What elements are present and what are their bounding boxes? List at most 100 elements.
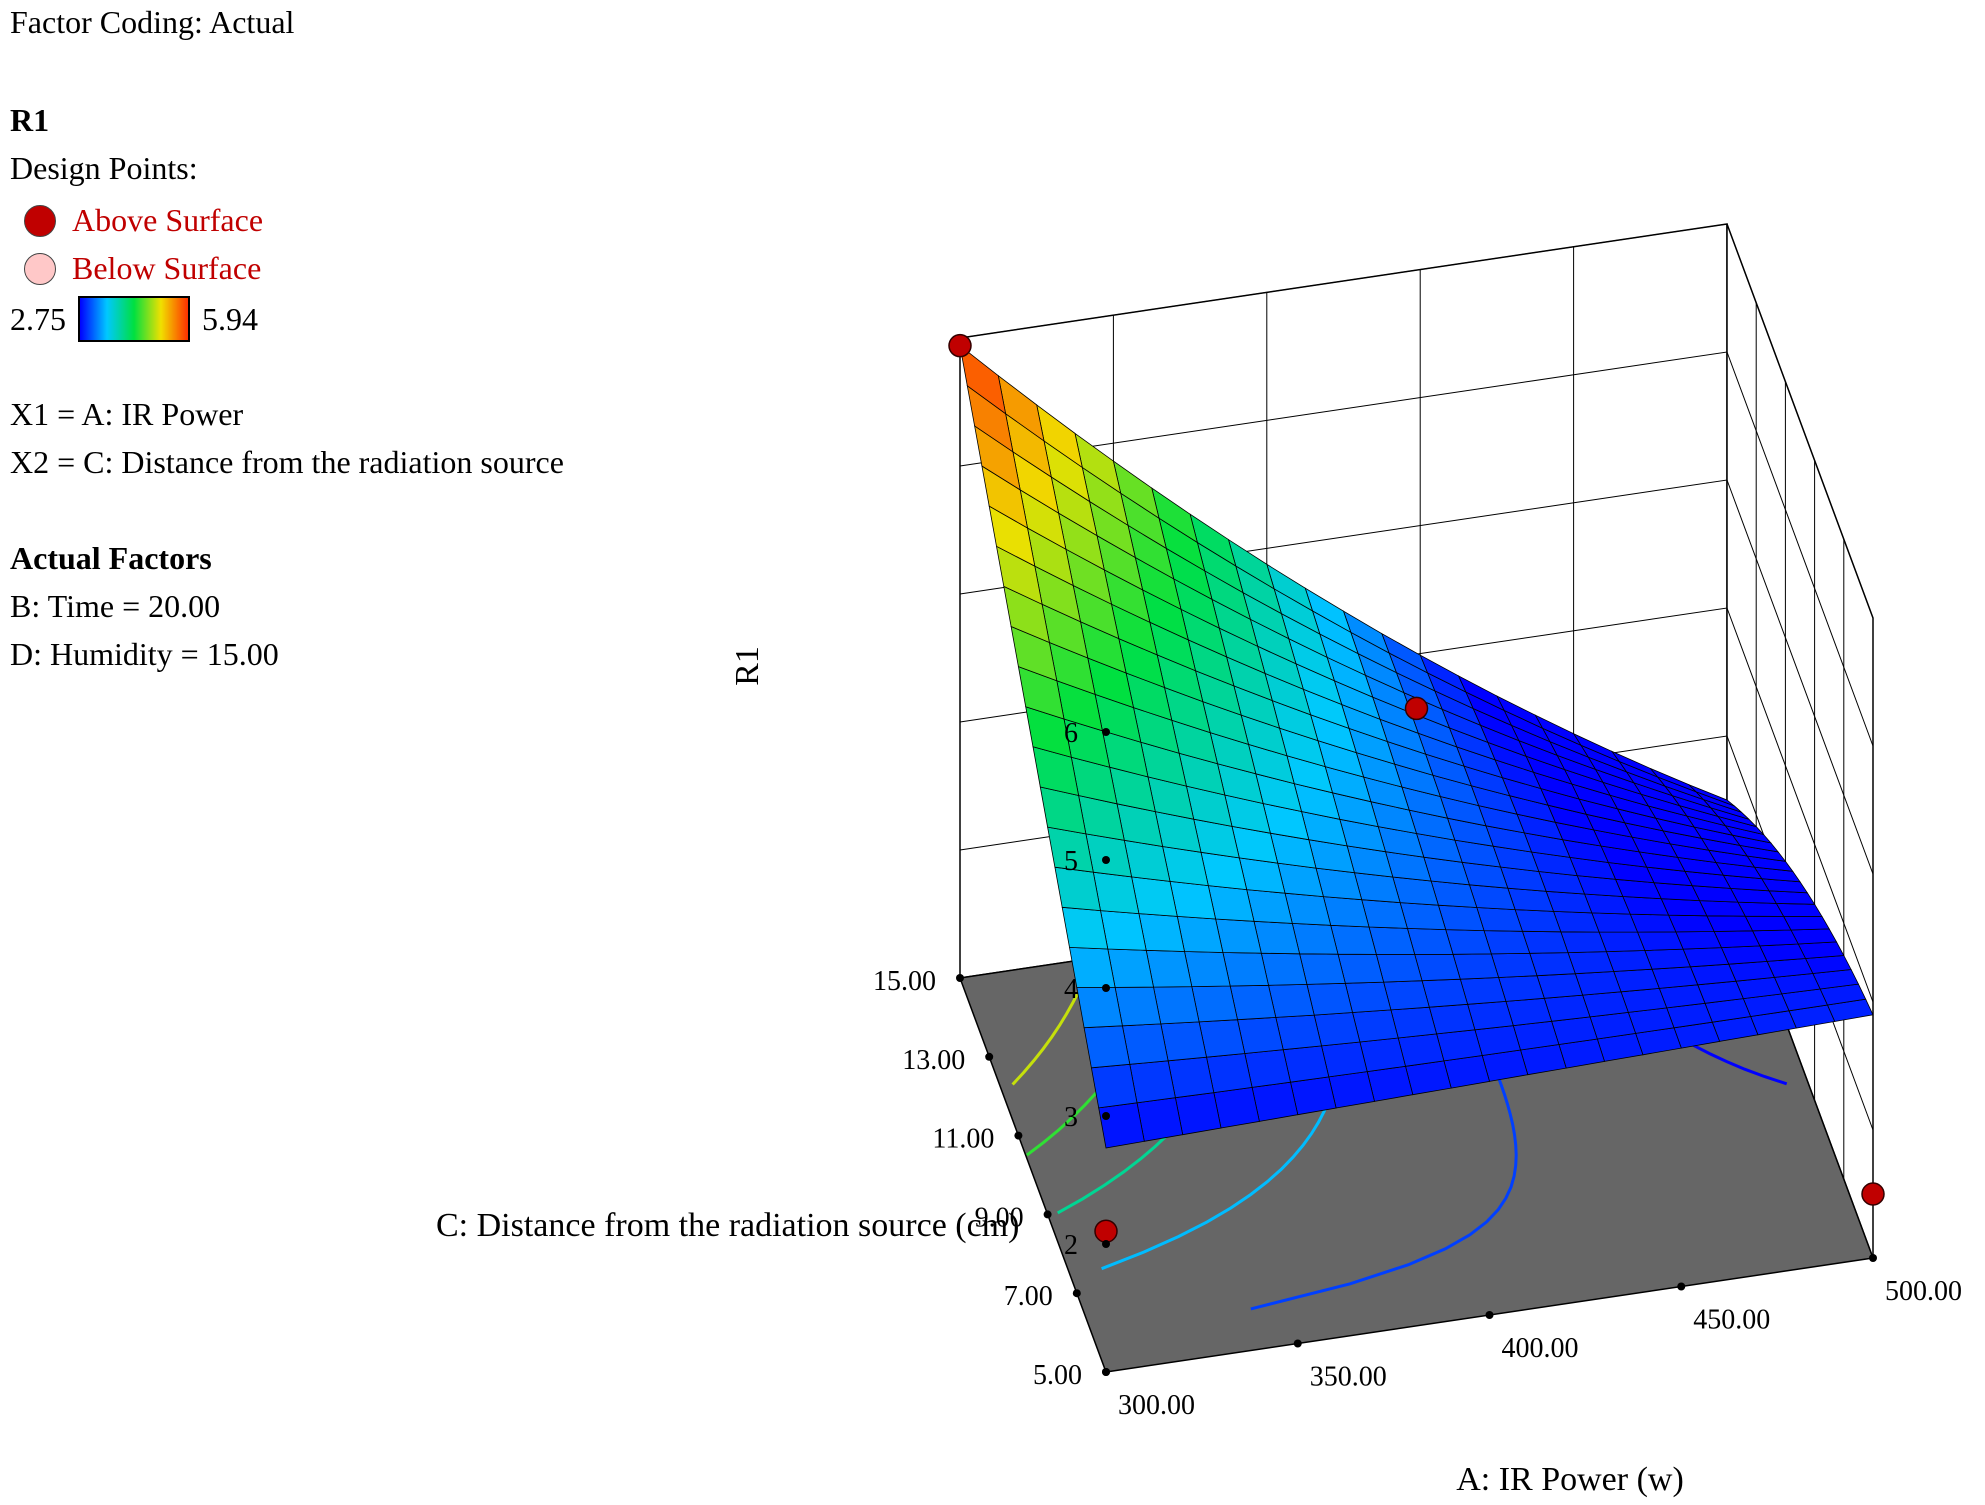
surface-cell xyxy=(1076,986,1123,1029)
surface-cell xyxy=(1351,1009,1399,1043)
surface-cell xyxy=(1675,931,1723,950)
surface-cell xyxy=(1591,912,1639,933)
response-surface xyxy=(959,344,1874,1149)
surface-cell xyxy=(1222,952,1269,987)
x-axis-label: A: IR Power (w) xyxy=(1456,1461,1684,1498)
surface-cell xyxy=(1090,1063,1138,1109)
z-axis-label: R1 xyxy=(729,646,766,686)
z-tick-mark xyxy=(1102,856,1110,864)
surface-cell xyxy=(1321,1041,1368,1078)
surface-cell xyxy=(1366,1065,1414,1102)
surface-cell xyxy=(1390,1006,1438,1039)
y-tick-mark xyxy=(985,1052,994,1061)
surface-cell xyxy=(1498,975,1545,1002)
surface-cell xyxy=(1775,902,1823,917)
surface-cell xyxy=(1107,948,1154,988)
surface-cell xyxy=(1567,951,1615,975)
surface-cell xyxy=(1667,914,1715,933)
surface-cell xyxy=(1191,985,1238,1023)
color-scale-min: 2.75 xyxy=(10,300,66,337)
z-tick-mark xyxy=(1102,984,1110,992)
factor-coding-label: Factor Coding: Actual xyxy=(10,4,295,40)
z-tick-mark xyxy=(1102,728,1110,736)
surface-cell xyxy=(1445,929,1492,955)
surface-cell xyxy=(1529,952,1576,977)
surface-cell xyxy=(1061,906,1109,950)
x-tick-label: 350.00 xyxy=(1310,1362,1387,1393)
surface-cell xyxy=(1552,910,1600,933)
color-scale-bar xyxy=(78,296,190,342)
y-tick-label: 15.00 xyxy=(873,966,936,997)
surface-cell xyxy=(1421,978,1469,1008)
design-point-1 xyxy=(1861,1182,1885,1206)
x-tick-label: 400.00 xyxy=(1502,1333,1579,1364)
y-tick-label: 11.00 xyxy=(932,1124,994,1155)
surface-cell xyxy=(1129,1060,1176,1104)
design-point-2 xyxy=(948,333,972,358)
surface-cell xyxy=(1751,929,1799,947)
surface-cell xyxy=(1512,1020,1560,1051)
design-points-label: Design Points: xyxy=(10,150,198,186)
surface-cell xyxy=(1689,963,1737,986)
x-tick-mark xyxy=(1677,1282,1686,1291)
surface-cell xyxy=(1306,982,1354,1016)
surface-cell xyxy=(1114,986,1162,1027)
y-tick-label: 13.00 xyxy=(902,1045,965,1076)
actual-factors-title: Actual Factors xyxy=(10,540,212,576)
surface-cell xyxy=(1184,951,1231,988)
surface-cell xyxy=(1136,1097,1184,1142)
factor-b-value: B: Time = 20.00 xyxy=(10,588,221,624)
surface-cell xyxy=(1359,1037,1406,1073)
surface-cell xyxy=(1174,1092,1222,1136)
legend-below: Below Surface xyxy=(24,250,261,287)
surface-cell xyxy=(1474,1025,1522,1056)
surface-cell xyxy=(1383,980,1430,1011)
surface-cell xyxy=(1658,984,1706,1009)
surface-cell xyxy=(1160,1021,1207,1062)
surface-cell xyxy=(1790,928,1838,945)
surface-cell xyxy=(1560,931,1607,954)
x-tick-mark xyxy=(1869,1254,1877,1262)
surface-cell xyxy=(1744,915,1792,932)
y-tick-mark xyxy=(1043,1210,1052,1219)
surface-cell xyxy=(1476,907,1523,932)
y-tick-mark xyxy=(956,974,964,982)
surface-cell xyxy=(1100,910,1147,951)
surface-cell xyxy=(1613,968,1660,993)
surface-cell xyxy=(1237,1016,1284,1054)
surface-cell xyxy=(1636,931,1684,951)
surface-cell xyxy=(1759,943,1807,962)
surface-cell xyxy=(1313,1012,1361,1047)
factor-d-value: D: Humidity = 15.00 xyxy=(10,636,279,672)
surface-cell xyxy=(1213,1086,1260,1129)
surface-cell xyxy=(1198,1019,1246,1058)
y-tick-label: 9.00 xyxy=(975,1202,1024,1233)
above-surface-marker-icon xyxy=(24,204,56,237)
surface-cell xyxy=(1644,948,1691,970)
z-gridline xyxy=(959,223,1874,619)
surface-cell xyxy=(1720,945,1768,965)
surface-cell xyxy=(1328,1071,1375,1109)
surface-cell xyxy=(1514,909,1562,933)
surface-cell xyxy=(1698,900,1746,917)
legend-above: Above Surface xyxy=(24,202,263,239)
z-tick-label: 6 xyxy=(1064,718,1078,749)
design-points xyxy=(948,333,1885,1243)
surface-cell xyxy=(1275,1014,1322,1051)
below-surface-marker-icon xyxy=(24,252,56,285)
z-tick-label: 3 xyxy=(1064,1102,1078,1133)
z-tick-label: 2 xyxy=(1064,1230,1078,1261)
surface-cell xyxy=(1536,973,1584,999)
z-tick-label: 5 xyxy=(1064,846,1078,877)
surface-cell xyxy=(1551,1016,1598,1045)
surface-cell xyxy=(1629,913,1677,933)
surface-cell xyxy=(1251,1081,1299,1122)
surface-cell xyxy=(1406,927,1454,955)
y-tick-mark xyxy=(1014,1131,1023,1140)
surface-cell xyxy=(1368,926,1416,955)
surface-cell xyxy=(1244,1049,1291,1088)
surface-cell xyxy=(1121,1023,1169,1065)
x-tick-label: 450.00 xyxy=(1693,1305,1770,1336)
color-scale-max: 5.94 xyxy=(202,300,258,337)
surface-cell xyxy=(1582,991,1629,1018)
